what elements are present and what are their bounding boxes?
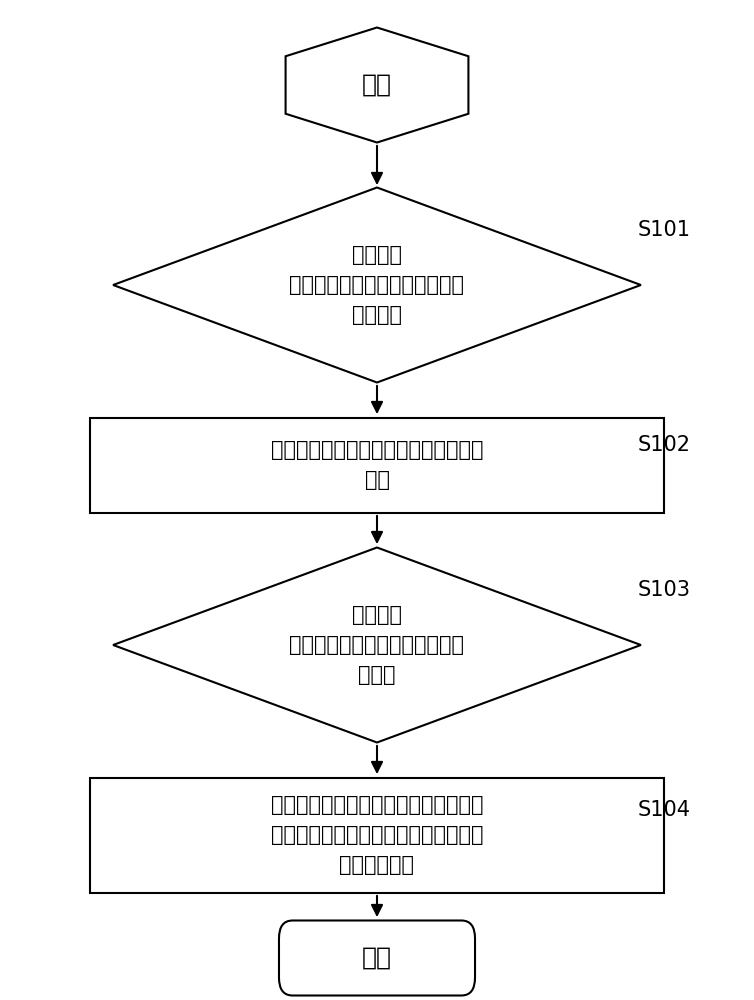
- Text: S101: S101: [637, 220, 690, 240]
- Text: 判断当前
关阀累计次数是否大于预设的关
阀阈值: 判断当前 关阀累计次数是否大于预设的关 阀阈值: [290, 605, 464, 685]
- Text: 判断燃气
比例阀当前是否满足零点位置自
学习条件: 判断燃气 比例阀当前是否满足零点位置自 学习条件: [290, 245, 464, 325]
- Text: S104: S104: [637, 800, 690, 820]
- Text: S102: S102: [637, 435, 690, 455]
- Text: 确定检测到燃气比例阀的当前关阀累计
次数: 确定检测到燃气比例阀的当前关阀累计 次数: [271, 440, 483, 490]
- Text: 结束: 结束: [362, 946, 392, 970]
- Polygon shape: [113, 188, 641, 383]
- Bar: [90, 778, 664, 892]
- Bar: [90, 418, 664, 512]
- Polygon shape: [113, 548, 641, 742]
- Polygon shape: [286, 27, 468, 142]
- Text: 当检测到燃气比例阀的当前实际关闭位
置在零点位置阈值范围内时，对燃气比
例阀进行修正: 当检测到燃气比例阀的当前实际关闭位 置在零点位置阈值范围内时，对燃气比 例阀进行…: [271, 795, 483, 875]
- FancyBboxPatch shape: [279, 920, 475, 996]
- Text: 开始: 开始: [362, 73, 392, 97]
- Text: S103: S103: [637, 580, 690, 600]
